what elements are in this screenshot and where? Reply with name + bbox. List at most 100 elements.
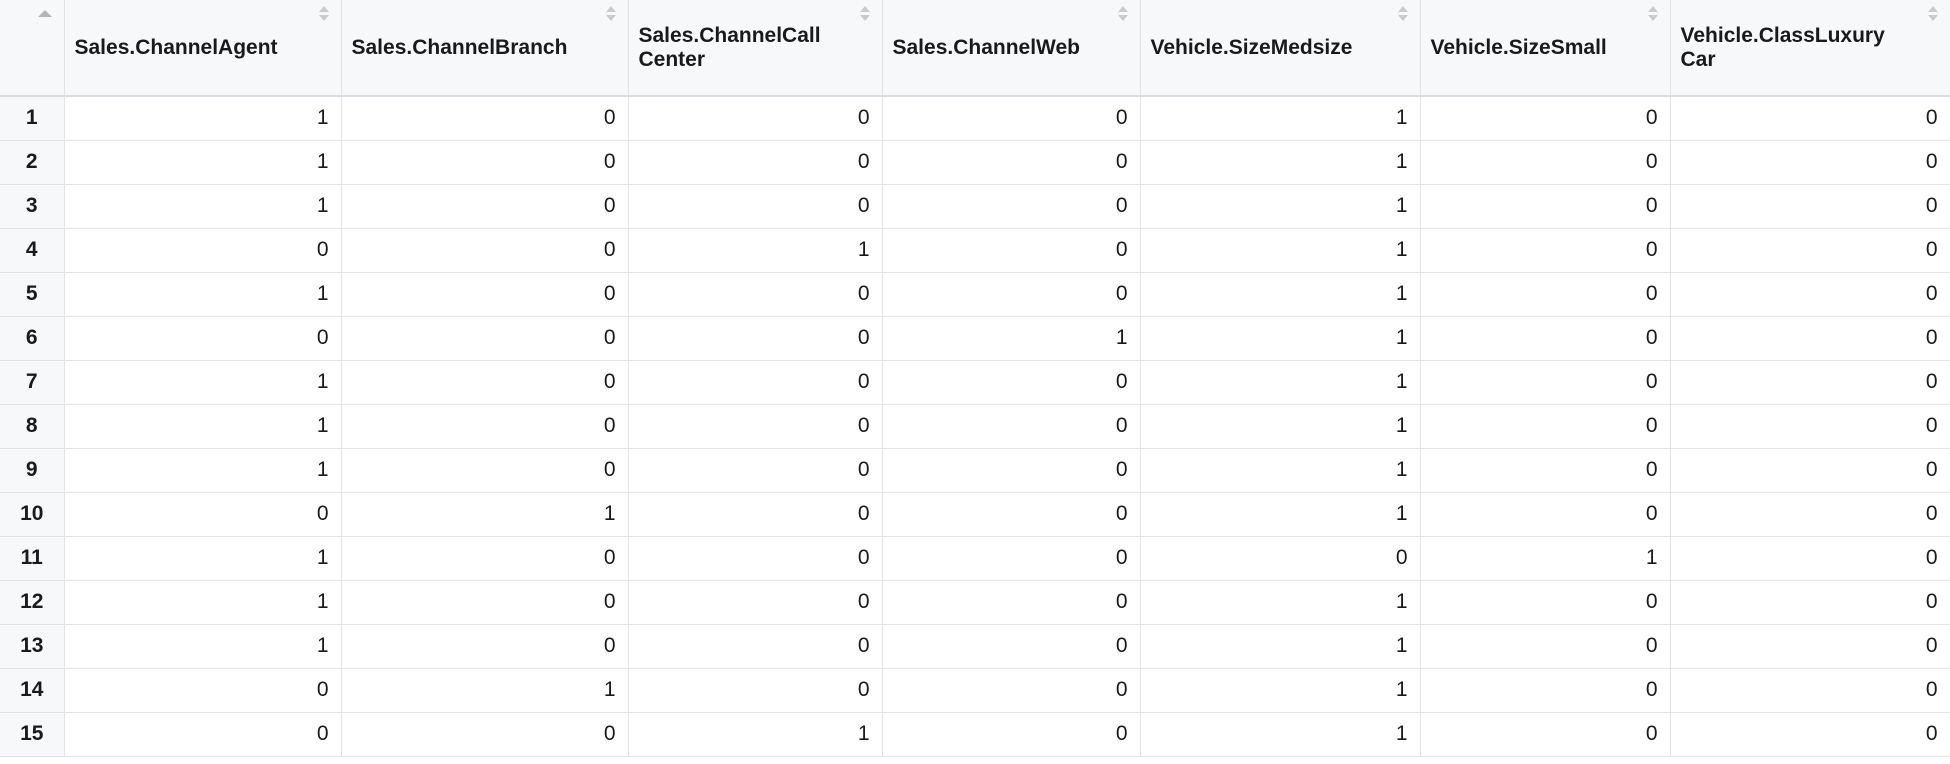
- table-cell: 1: [1140, 712, 1421, 757]
- table-cell: 0: [882, 624, 1141, 669]
- sort-ascending-icon[interactable]: [38, 10, 52, 17]
- column-header[interactable]: Sales.ChannelAgent: [64, 0, 342, 97]
- column-header[interactable]: Sales.ChannelWeb: [882, 0, 1141, 97]
- table-cell: 0: [1670, 228, 1950, 273]
- row-index: 8: [0, 404, 65, 449]
- table-cell: 1: [64, 184, 342, 229]
- table-cell: 0: [1140, 536, 1421, 581]
- table-row: 10 0 1 0 0 1 0 0: [0, 492, 1950, 537]
- table-cell: 1: [1140, 668, 1421, 713]
- table-cell: 0: [1420, 492, 1671, 537]
- header-row: Sales.ChannelAgent Sales.ChannelBranch S…: [0, 0, 1950, 97]
- sort-toggle-icon[interactable]: [1117, 6, 1128, 26]
- table-cell: 0: [628, 448, 883, 493]
- table-cell: 1: [64, 96, 342, 141]
- table-cell: 0: [341, 228, 629, 273]
- table-cell: 0: [628, 580, 883, 625]
- table-cell: 0: [1670, 712, 1950, 757]
- table-cell: 0: [1420, 272, 1671, 317]
- column-header[interactable]: Sales.ChannelCall Center: [628, 0, 883, 97]
- table-cell: 0: [628, 96, 883, 141]
- table-cell: 0: [1670, 272, 1950, 317]
- table-cell: 0: [882, 712, 1141, 757]
- row-index: 13: [0, 624, 65, 669]
- table-cell: 0: [64, 492, 342, 537]
- sort-toggle-icon[interactable]: [605, 6, 616, 26]
- table-cell: 0: [341, 404, 629, 449]
- table-cell: 0: [1670, 96, 1950, 141]
- table-cell: 0: [882, 492, 1141, 537]
- table-cell: 0: [341, 580, 629, 625]
- sort-toggle-icon[interactable]: [1927, 6, 1938, 26]
- table-cell: 0: [1670, 404, 1950, 449]
- column-header[interactable]: Vehicle.SizeSmall: [1420, 0, 1671, 97]
- table-cell: 0: [882, 184, 1141, 229]
- table-cell: 1: [1140, 448, 1421, 493]
- table-cell: 0: [1420, 668, 1671, 713]
- sort-toggle-icon[interactable]: [318, 6, 329, 26]
- table-cell: 0: [882, 272, 1141, 317]
- table-cell: 0: [882, 580, 1141, 625]
- table-row: 12 1 0 0 0 1 0 0: [0, 580, 1950, 625]
- table-cell: 1: [64, 360, 342, 405]
- table-cell: 0: [1670, 536, 1950, 581]
- row-index: 5: [0, 272, 65, 317]
- table-cell: 0: [341, 272, 629, 317]
- table-cell: 0: [628, 492, 883, 537]
- column-header[interactable]: Vehicle.ClassLuxury Car: [1670, 0, 1950, 97]
- column-header-label: Vehicle.SizeMedsize: [1150, 35, 1353, 59]
- sort-toggle-icon[interactable]: [859, 6, 870, 26]
- row-index-header[interactable]: [0, 0, 65, 97]
- table-cell: 0: [341, 140, 629, 185]
- table-cell: 0: [341, 184, 629, 229]
- row-index: 12: [0, 580, 65, 625]
- table-cell: 0: [1670, 492, 1950, 537]
- table-cell: 0: [341, 316, 629, 361]
- table-cell: 0: [1420, 712, 1671, 757]
- table-cell: 1: [1140, 272, 1421, 317]
- row-index: 15: [0, 712, 65, 757]
- table-cell: 0: [1420, 140, 1671, 185]
- column-header[interactable]: Vehicle.SizeMedsize: [1140, 0, 1421, 97]
- table-cell: 0: [64, 316, 342, 361]
- table-cell: 1: [1140, 580, 1421, 625]
- table-cell: 0: [882, 360, 1141, 405]
- table-cell: 1: [1140, 624, 1421, 669]
- table-cell: 0: [341, 448, 629, 493]
- table-cell: 1: [64, 448, 342, 493]
- row-index: 2: [0, 140, 65, 185]
- table-cell: 0: [1420, 404, 1671, 449]
- row-index: 14: [0, 668, 65, 713]
- table-cell: 1: [64, 140, 342, 185]
- table-cell: 1: [64, 624, 342, 669]
- table-cell: 0: [64, 228, 342, 273]
- table-cell: 1: [1140, 184, 1421, 229]
- table-cell: 0: [1670, 316, 1950, 361]
- row-index: 9: [0, 448, 65, 493]
- table-cell: 0: [341, 712, 629, 757]
- row-index: 7: [0, 360, 65, 405]
- sort-toggle-icon[interactable]: [1647, 6, 1658, 26]
- row-index: 11: [0, 536, 65, 581]
- column-header-label: Sales.ChannelAgent: [74, 35, 278, 59]
- table-cell: 0: [882, 448, 1141, 493]
- row-index: 10: [0, 492, 65, 537]
- table-cell: 0: [341, 360, 629, 405]
- sort-toggle-icon[interactable]: [1397, 6, 1408, 26]
- table-cell: 0: [628, 668, 883, 713]
- column-header[interactable]: Sales.ChannelBranch: [341, 0, 629, 97]
- table-cell: 0: [341, 96, 629, 141]
- table-cell: 0: [1420, 96, 1671, 141]
- table-cell: 1: [1140, 492, 1421, 537]
- table-cell: 0: [628, 624, 883, 669]
- table-cell: 1: [1140, 316, 1421, 361]
- table-cell: 1: [64, 272, 342, 317]
- table-cell: 1: [628, 228, 883, 273]
